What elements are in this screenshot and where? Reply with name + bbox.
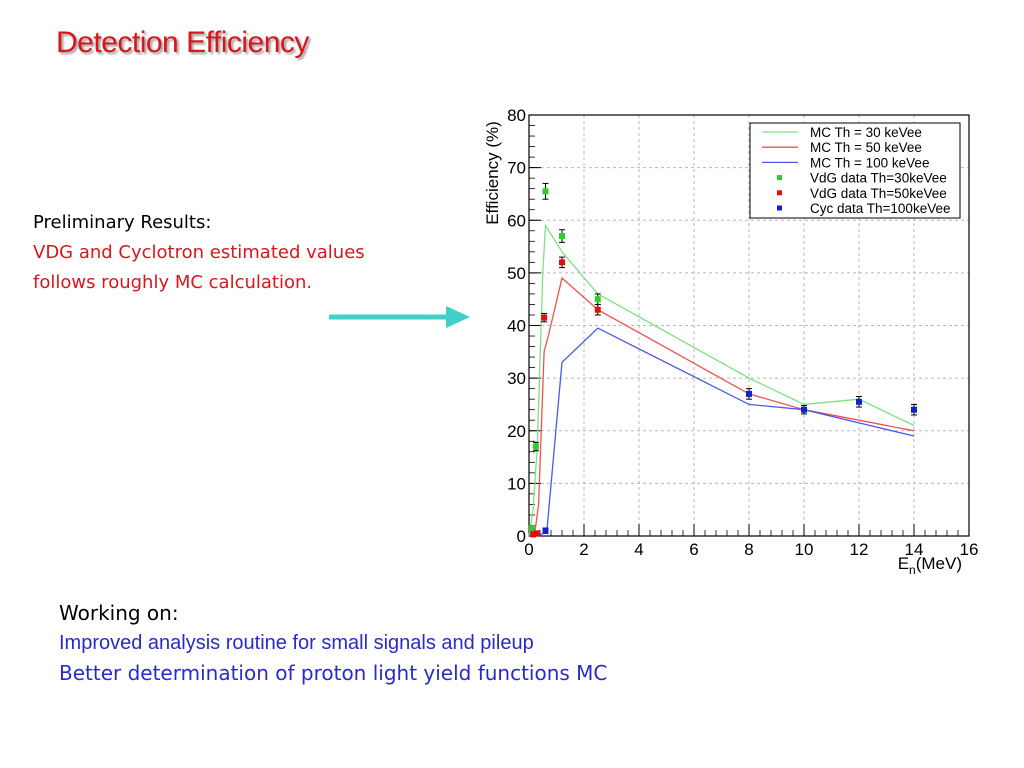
- data-point: [856, 398, 862, 405]
- data-point: [528, 525, 535, 532]
- data-point: [559, 233, 565, 240]
- x-tick-label: 2: [579, 540, 588, 559]
- data-point: [534, 530, 541, 537]
- x-tick-label: 6: [689, 540, 698, 559]
- slide-title: Detection Efficiency: [56, 26, 309, 59]
- y-tick-label: 70: [507, 159, 526, 178]
- series-line-0: [528, 223, 915, 537]
- data-point: [541, 314, 548, 321]
- working-heading: Working on:: [59, 601, 179, 625]
- series-line-1: [528, 276, 915, 537]
- data-point: [594, 306, 601, 313]
- x-tick-label: 12: [850, 540, 869, 559]
- data-point: [542, 188, 549, 195]
- data-point: [594, 296, 601, 303]
- legend-label: VdG data Th=30keVee: [810, 171, 947, 186]
- legend-label: VdG data Th=50keVee: [810, 186, 947, 201]
- working-item-2: Better determination of proton light yie…: [59, 661, 608, 685]
- x-axis-label-subscript: n: [909, 563, 916, 577]
- preliminary-heading: Preliminary Results:: [33, 212, 212, 233]
- data-point: [532, 443, 539, 450]
- preliminary-line-2: follows roughly MC calculation.: [33, 272, 313, 293]
- data-point: [559, 259, 565, 266]
- y-tick-labels: 0 10 20 30 40 50 60 70 80: [507, 106, 526, 546]
- x-axis-label: En(MeV): [898, 554, 962, 577]
- x-tick-label: 16: [960, 540, 979, 559]
- legend-label: MC Th = 100 keVee: [810, 155, 929, 170]
- x-tick-label: 8: [744, 540, 753, 559]
- preliminary-line-1: VDG and Cyclotron estimated values: [33, 242, 365, 263]
- legend-marker-swatch: [777, 205, 782, 211]
- y-tick-label: 60: [507, 211, 526, 230]
- chart-series: [528, 182, 917, 538]
- data-point: [746, 390, 752, 397]
- legend-label: Cyc data Th=100keVee: [810, 201, 950, 216]
- preliminary-results-block: Preliminary Results: VDG and Cyclotron e…: [33, 208, 365, 298]
- legend-label: MC Th = 30 keVee: [810, 125, 922, 140]
- x-tick-labels: 0 2 4 6 8 10 12 14 16: [524, 540, 978, 559]
- y-axis-label: Efficiency (%): [483, 121, 502, 225]
- data-point: [911, 406, 917, 413]
- arrow-right-icon: [329, 306, 470, 328]
- series-line-2: [528, 327, 915, 537]
- y-tick-label: 10: [507, 474, 526, 493]
- legend-marker-swatch: [777, 190, 782, 196]
- x-tick-label: 4: [634, 540, 643, 559]
- working-on-block: Working on: Improved analysis routine fo…: [59, 598, 607, 688]
- x-tick-label: 0: [524, 540, 533, 559]
- x-tick-label: 10: [795, 540, 814, 559]
- legend-box: [749, 122, 961, 219]
- data-point: [542, 527, 549, 534]
- y-tick-label: 50: [507, 264, 526, 283]
- y-tick-label: 0: [517, 527, 526, 546]
- x-axis-label-unit: (MeV): [916, 554, 962, 573]
- y-tick-label: 80: [507, 106, 526, 125]
- legend-label: MC Th = 50 keVee: [810, 140, 922, 155]
- legend-marker-swatch: [777, 175, 782, 181]
- data-point: [530, 531, 537, 538]
- y-tick-label: 40: [507, 317, 526, 336]
- working-item-1: Improved analysis routine for small sign…: [59, 632, 534, 654]
- x-tick-label: 14: [905, 540, 924, 559]
- y-tick-label: 20: [507, 422, 526, 441]
- y-tick-label: 30: [507, 369, 526, 388]
- data-point: [801, 406, 807, 413]
- efficiency-chart: 0 2 4 6 8 10 12 14 16 0 10 20 30 40 50 60 70 80 Efficien…: [483, 106, 978, 577]
- x-axis-label-main: E: [898, 554, 909, 573]
